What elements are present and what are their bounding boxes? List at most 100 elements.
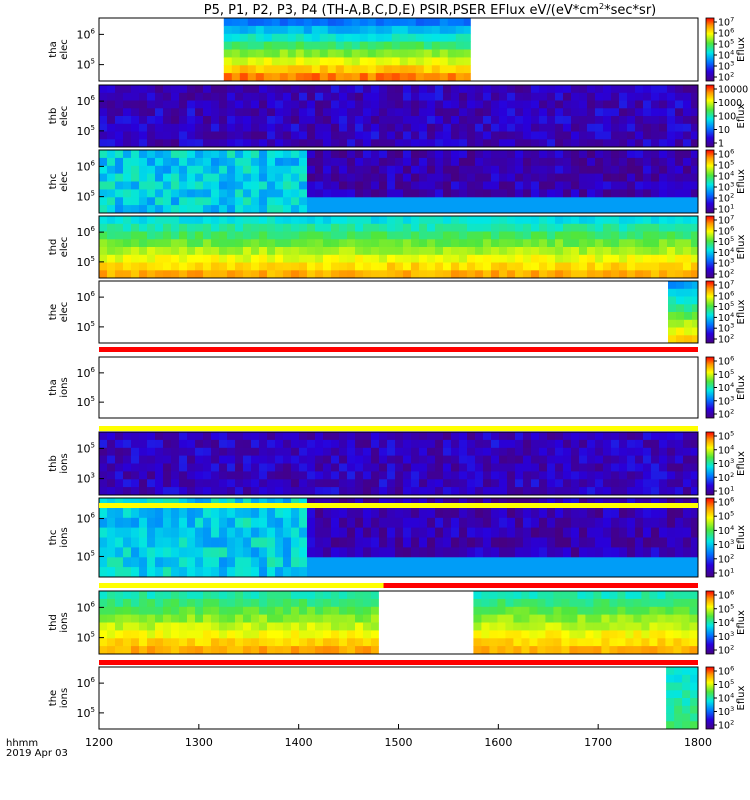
heatmap-cell <box>299 439 308 449</box>
heatmap-cell <box>667 108 676 117</box>
heatmap-cell <box>513 598 522 608</box>
heatmap-cell <box>499 181 508 190</box>
heatmap-cell <box>147 447 156 457</box>
heatmap-cell <box>475 197 484 206</box>
heatmap-cell <box>681 630 690 639</box>
heatmap-cell <box>363 527 372 538</box>
heatmap-cell <box>395 239 404 248</box>
heatmap-cell <box>411 231 420 240</box>
heatmap-cell <box>451 165 460 175</box>
heatmap-cell <box>139 92 148 101</box>
heatmap-cell <box>451 455 460 464</box>
heatmap-cell <box>243 157 252 167</box>
heatmap-cell <box>539 189 548 198</box>
heatmap-cell <box>683 223 692 232</box>
heatmap-cell <box>415 65 425 74</box>
heatmap-cell <box>139 598 148 608</box>
heatmap-cell <box>391 41 401 50</box>
heatmap-cell <box>347 479 356 488</box>
heatmap-cell <box>555 205 564 214</box>
heatmap-cell <box>155 247 164 256</box>
heatmap-cell <box>239 18 249 27</box>
heatmap-cell <box>363 598 372 608</box>
heatmap-cell <box>555 517 564 529</box>
heatmap-cell <box>643 181 652 190</box>
heatmap-cell <box>603 150 612 159</box>
heatmap-cell <box>691 270 699 279</box>
heatmap-cell <box>547 116 556 125</box>
heatmap-cell <box>243 638 252 647</box>
heatmap-cell <box>211 216 220 225</box>
heatmap-cell <box>155 254 164 263</box>
heatmap-cell <box>587 131 596 140</box>
heatmap-cell <box>611 557 620 568</box>
heatmap-cell <box>601 606 610 616</box>
heatmap-cell <box>379 100 388 109</box>
heatmap-cell <box>659 165 668 175</box>
heatmap-cell <box>355 479 364 488</box>
heatmap-cell <box>473 630 482 639</box>
heatmap-cell <box>523 173 532 182</box>
heatmap-cell <box>371 557 380 568</box>
heatmap-cell <box>99 85 108 94</box>
heatmap-cell <box>203 100 212 109</box>
heatmap-cell <box>379 447 388 457</box>
heatmap-cell <box>499 131 508 140</box>
heatmap-cell <box>147 439 156 449</box>
heatmap-cell <box>323 630 332 639</box>
heatmap-cell <box>227 622 236 631</box>
heatmap-cell <box>475 85 484 94</box>
heatmap-cell <box>363 116 372 125</box>
heatmap-cell <box>343 18 353 27</box>
heatmap-cell <box>643 150 652 159</box>
heatmap-cell <box>459 231 468 240</box>
heatmap-cell <box>523 471 532 480</box>
heatmap-cell <box>529 638 538 647</box>
heatmap-cell <box>435 447 444 457</box>
heatmap-cell <box>379 131 388 140</box>
heatmap-cell <box>259 189 268 198</box>
heatmap-cell <box>327 18 337 27</box>
heatmap-cell <box>427 517 436 529</box>
heatmap-cell <box>323 157 332 167</box>
colorbar-gradient <box>705 590 715 655</box>
heatmap-cell <box>447 65 457 74</box>
colorbar-tick-label: 104 <box>718 524 734 537</box>
heatmap-cell <box>155 547 164 558</box>
heatmap-cell <box>692 296 699 305</box>
heatmap-cell <box>371 447 380 457</box>
y-tick-label: 106 <box>77 512 96 526</box>
heatmap-cell <box>483 223 492 232</box>
heatmap-cell <box>139 216 148 225</box>
heatmap-cell <box>283 223 292 232</box>
heatmap-cell <box>379 439 388 449</box>
heatmap-cell <box>595 173 604 182</box>
heatmap-cell <box>355 447 364 457</box>
heatmap-cell <box>307 591 316 600</box>
colorbar-tick-label: 103 <box>718 394 734 407</box>
heatmap-cell <box>529 606 538 616</box>
heatmap-cell <box>691 463 699 472</box>
heatmap-cell <box>227 463 236 472</box>
heatmap-cell <box>649 638 658 647</box>
heatmap-cell <box>219 479 228 488</box>
heatmap-cell <box>195 439 204 449</box>
heatmap-cell <box>499 216 508 225</box>
heatmap-cell <box>507 100 516 109</box>
heatmap-cell <box>299 247 308 256</box>
y-axis-label: thdions <box>48 612 70 632</box>
heatmap-cell <box>603 507 612 519</box>
heatmap-cell <box>659 567 668 578</box>
heatmap-cell <box>355 547 364 558</box>
heatmap-cell <box>561 598 570 608</box>
heatmap-cell <box>579 123 588 132</box>
heatmap-cell <box>665 630 674 639</box>
heatmap-cell <box>459 262 468 271</box>
heatmap-cell <box>379 254 388 263</box>
heatmap-cell <box>163 231 172 240</box>
heatmap-cell <box>251 197 260 206</box>
heatmap-cell <box>555 139 564 148</box>
heatmap-cell <box>443 567 452 578</box>
heatmap-cell <box>651 92 660 101</box>
heatmap-cell <box>275 262 284 271</box>
